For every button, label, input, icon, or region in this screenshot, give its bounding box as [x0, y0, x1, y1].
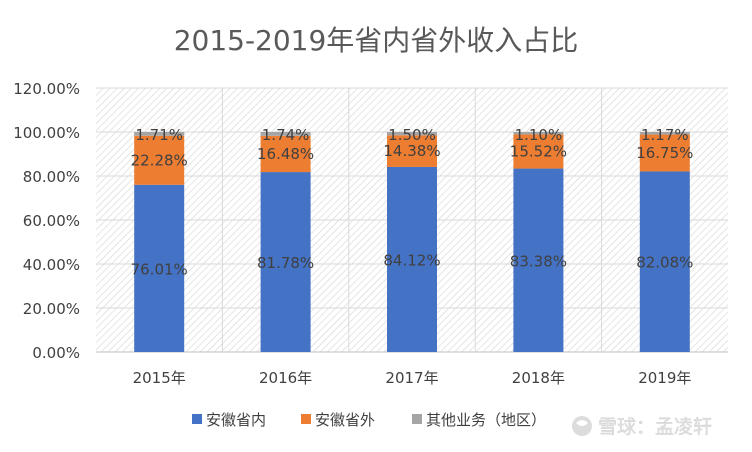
snowball-logo-icon-mark: [576, 420, 588, 426]
bar-segment: [260, 135, 311, 173]
bar-segment: [387, 132, 437, 136]
bar-segment: [513, 134, 564, 169]
data-label: 1.74%: [262, 126, 310, 144]
bar-segment: [639, 134, 690, 172]
watermark: 雪球：孟凌轩: [572, 416, 712, 438]
legend-swatch: [412, 414, 422, 424]
y-tick-label: 40.00%: [23, 256, 80, 274]
legend-swatch: [301, 414, 311, 424]
x-tick-label: 2019年: [638, 369, 691, 387]
y-tick-label: 20.00%: [23, 300, 80, 318]
data-label: 1.10%: [515, 126, 563, 144]
y-axis: 0.00% 20.00% 40.00% 60.00% 80.00% 100.00% 120.…: [13, 80, 80, 362]
x-tick-label: 2015年: [133, 369, 186, 387]
bar-segment: [134, 132, 185, 136]
data-label: 22.28%: [131, 151, 188, 169]
x-tick-label: 2018年: [512, 369, 565, 387]
data-label: 1.71%: [135, 126, 183, 144]
data-label: 14.38%: [383, 142, 440, 160]
bar-segment: [639, 132, 690, 135]
bar-segment: [260, 172, 311, 352]
bar-segment: [387, 135, 437, 167]
legend-label: 其他业务（地区）: [426, 411, 546, 429]
bar-segment: [260, 132, 311, 136]
y-tick-label: 60.00%: [23, 212, 80, 230]
data-label: 1.50%: [388, 126, 436, 144]
legend-label: 安徽省外: [315, 411, 375, 429]
y-tick-label: 120.00%: [13, 80, 80, 98]
bar-segment: [134, 135, 185, 185]
bar-segment: [387, 166, 437, 352]
data-label: 1.17%: [641, 126, 689, 144]
chart-title: 2015-2019年省内省外收入占比: [174, 24, 579, 57]
x-axis: 2015年 2016年 2017年 2018年 2019年: [133, 369, 692, 387]
watermark-text: 雪球：孟凌轩: [598, 416, 712, 438]
data-label: 84.12%: [383, 251, 440, 269]
y-tick-label: 0.00%: [32, 344, 80, 362]
data-label: 15.52%: [510, 142, 567, 160]
data-label: 76.01%: [131, 260, 188, 278]
bar-segment: [639, 171, 690, 352]
bar-segment: [134, 184, 185, 352]
data-label: 16.48%: [257, 145, 314, 163]
legend: 安徽省内 安徽省外 其他业务（地区）: [192, 411, 546, 429]
bars: 76.01% 22.28% 1.71% 81.78% 16.48%1.74% 84.12%…: [131, 126, 693, 352]
legend-label: 安徽省内: [206, 411, 266, 429]
bar-segment: [513, 132, 564, 135]
bar-segment: [513, 168, 564, 352]
data-label: 81.78%: [257, 254, 314, 272]
y-tick-label: 100.00%: [13, 124, 80, 142]
x-tick-label: 2016年: [259, 369, 312, 387]
data-label: 82.08%: [636, 254, 693, 272]
legend-swatch: [192, 414, 202, 424]
data-label: 83.38%: [510, 252, 567, 270]
y-tick-label: 80.00%: [23, 168, 80, 186]
data-label: 16.75%: [636, 144, 693, 162]
x-tick-label: 2017年: [385, 369, 438, 387]
